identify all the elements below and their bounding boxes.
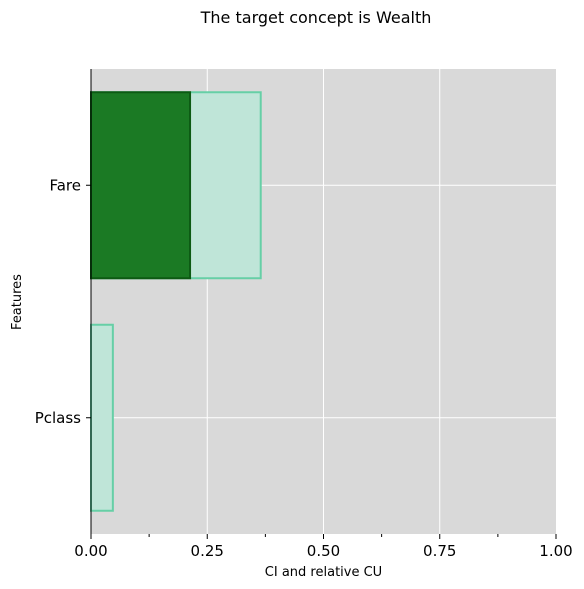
y-tick-label: Fare: [49, 176, 81, 194]
bar-relative_cu-pclass: [90, 323, 114, 512]
y-tick-label: Pclass: [35, 409, 81, 427]
x-tick-label: 0.75: [423, 542, 456, 560]
y-ticks: Fare Pclass: [35, 176, 91, 427]
x-tick-label: 0.50: [307, 542, 340, 560]
y-axis-label: Features: [10, 274, 25, 330]
chart-title: The target concept is Wealth: [200, 8, 432, 27]
x-tick-label: 0.25: [191, 542, 224, 560]
x-tick-label: 1.00: [539, 542, 572, 560]
x-ticks: 0.00 0.25 0.50 0.75 1.00: [74, 534, 573, 560]
bar-ci-fare: [90, 91, 192, 280]
x-tick-label: 0.00: [74, 542, 107, 560]
x-axis-label: CI and relative CU: [265, 565, 382, 580]
